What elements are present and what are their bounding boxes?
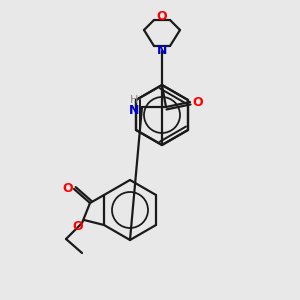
Text: O: O <box>63 182 73 196</box>
Text: H: H <box>130 95 138 105</box>
Text: O: O <box>157 10 167 22</box>
Text: O: O <box>73 220 83 233</box>
Text: N: N <box>129 103 139 116</box>
Text: O: O <box>193 95 203 109</box>
Text: N: N <box>157 44 167 58</box>
